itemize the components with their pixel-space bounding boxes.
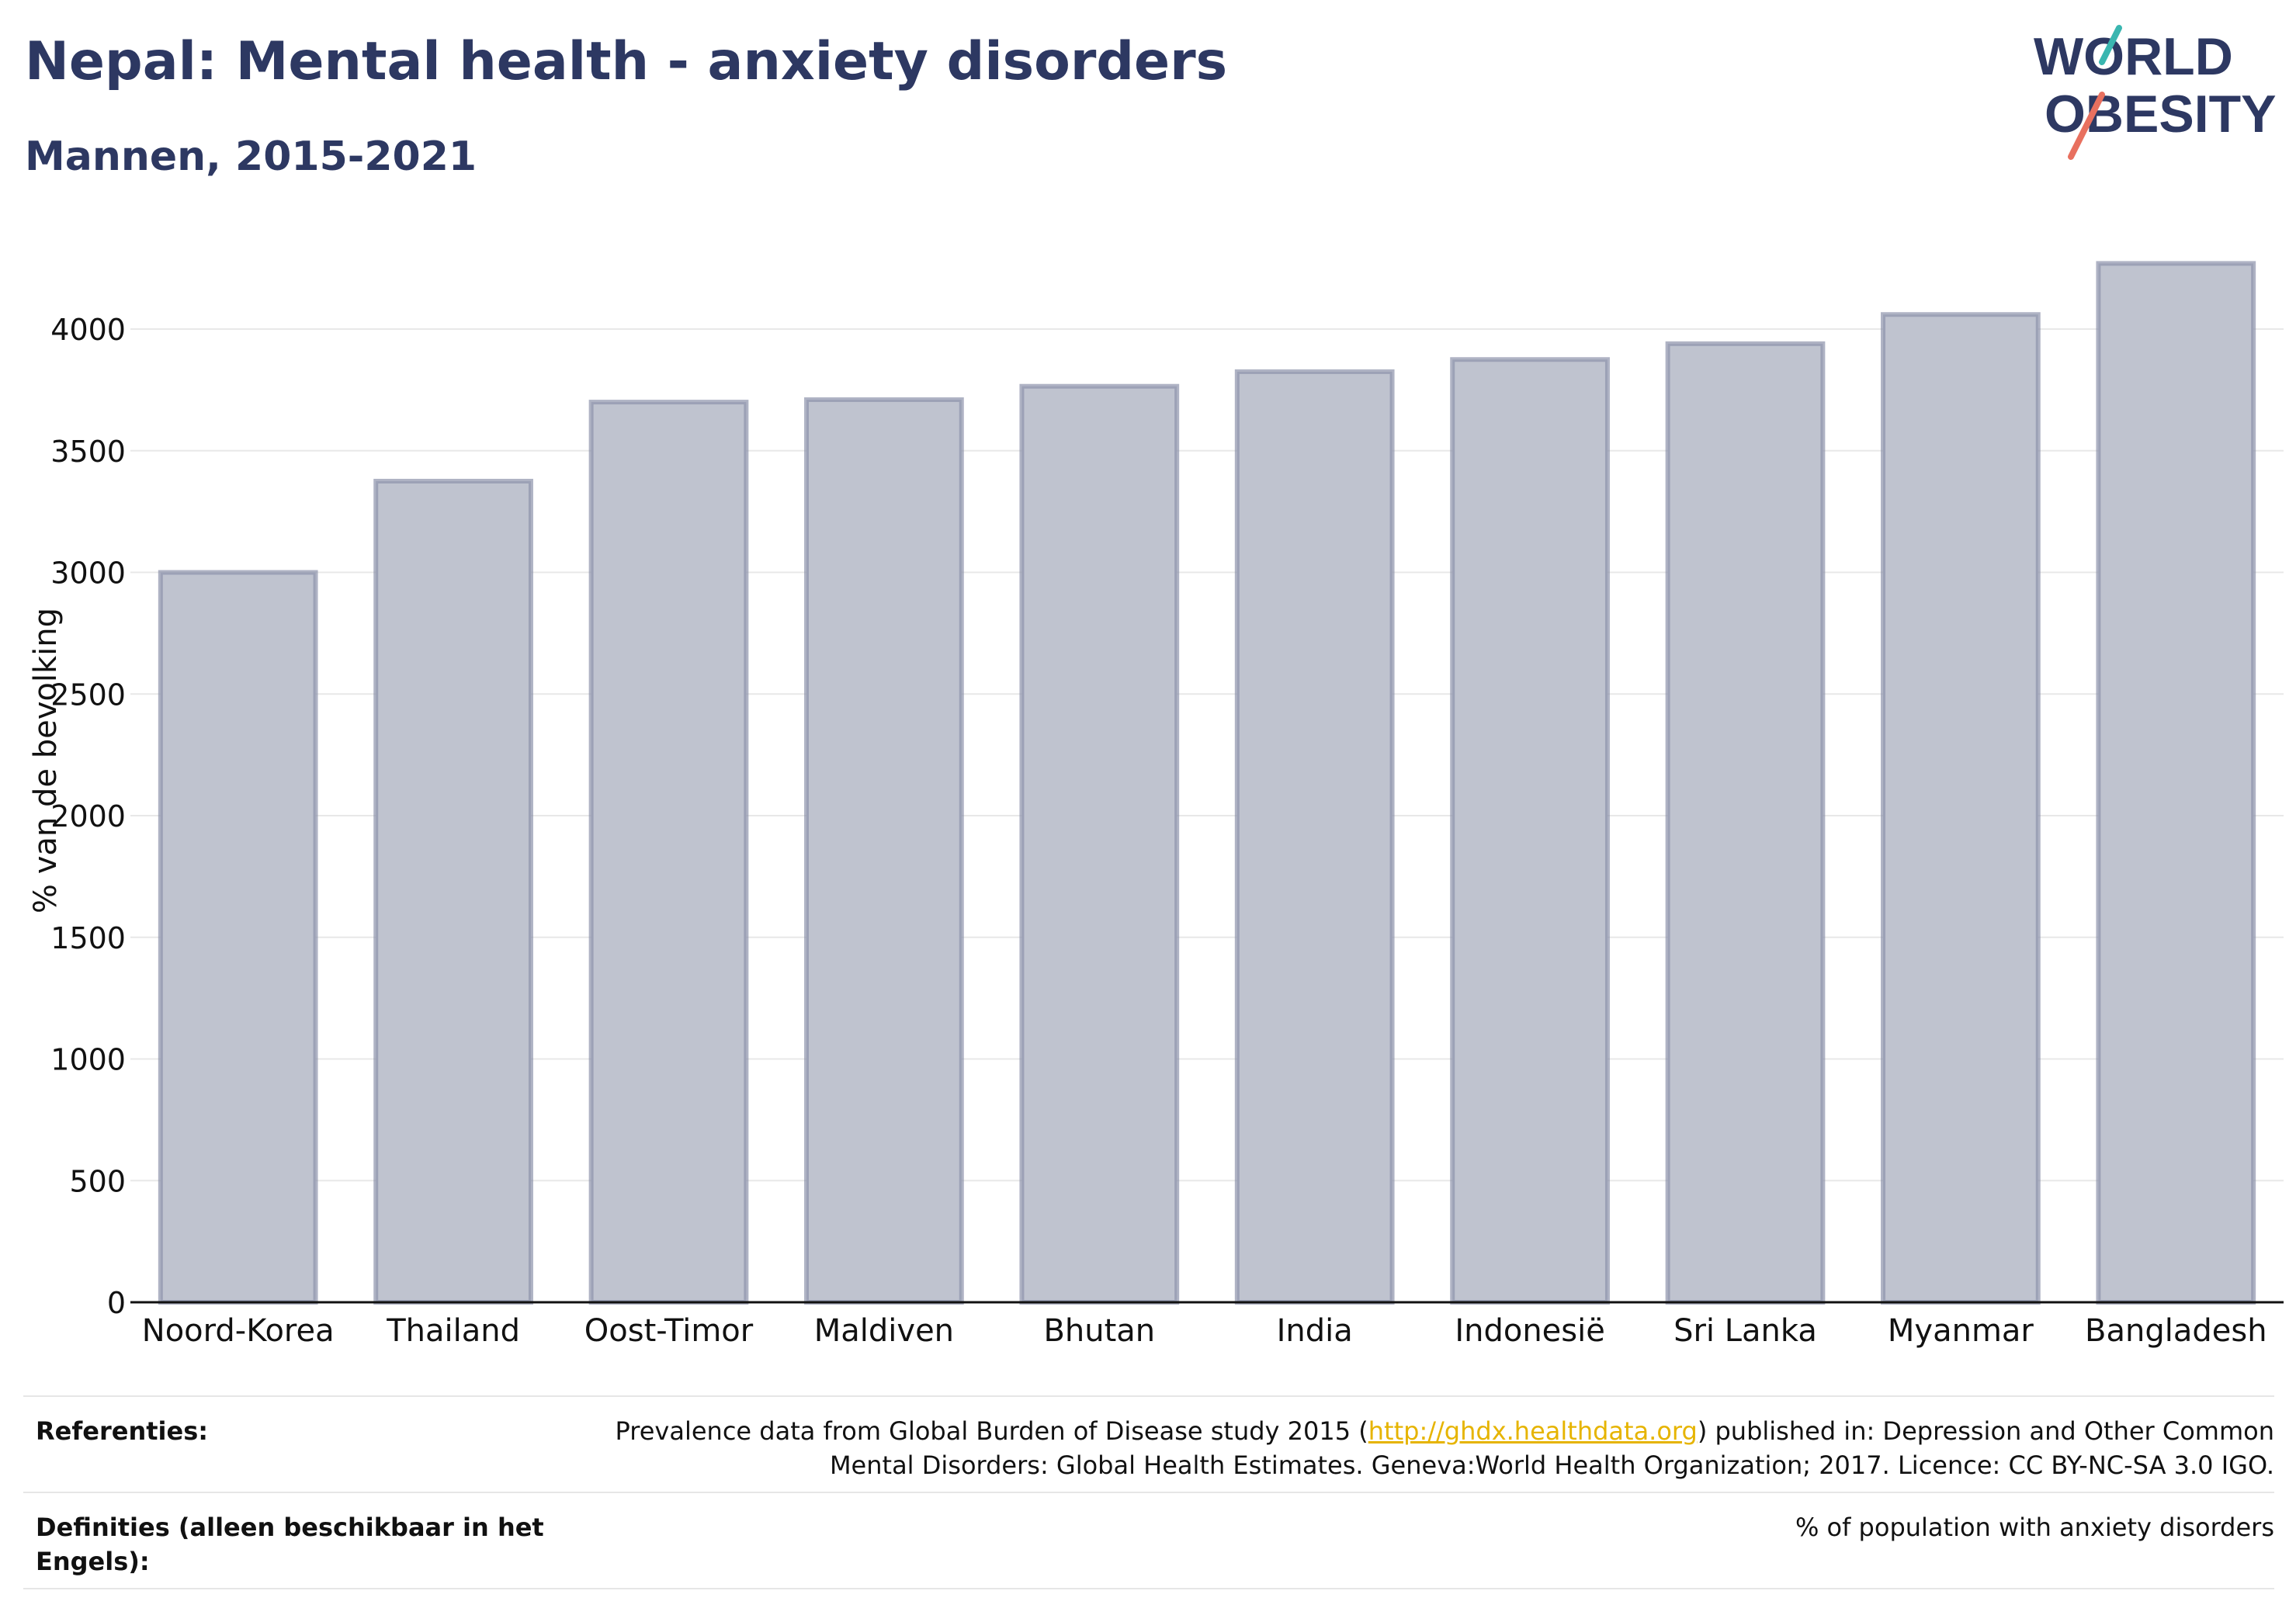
bar-sri-lanka [1665, 341, 1826, 1305]
logo-slash-coral [2068, 92, 2105, 160]
bar-maldiven [804, 397, 964, 1305]
y-tick-label: 3500 [50, 435, 126, 469]
bar-chart: 0 500 1000 1500 2000 2500 3000 3500 4000 Noord-K… [28, 261, 2284, 1349]
y-tick-labels: 0 500 1000 1500 2000 2500 3000 3500 4000 [50, 313, 126, 1320]
x-tick-label: Noord-Korea [142, 1313, 335, 1349]
bars [158, 261, 2256, 1305]
definitions-label: Definities (alleen beschikbaar in het En… [36, 1510, 548, 1579]
y-tick-label: 2500 [50, 678, 126, 712]
x-tick-label: Myanmar [1888, 1313, 2034, 1349]
references-row: Referenties: Prevalence data from Global… [23, 1414, 2274, 1485]
x-tick-label: India [1277, 1313, 1353, 1349]
bar-myanmar [1881, 312, 2041, 1305]
references-label: Referenties: [36, 1416, 209, 1446]
world-obesity-logo: WORLD OBESITY [2034, 25, 2277, 160]
references-text-before: Prevalence data from Global Burden of Di… [615, 1416, 1368, 1446]
bar-thailand [373, 478, 533, 1305]
y-axis-label: % van de bevolking [28, 608, 64, 913]
definitions-label-line2: Engels): [36, 1547, 150, 1576]
chart-subtitle: Mannen, 2015-2021 [25, 133, 477, 180]
bar-bangladesh [2096, 261, 2256, 1305]
x-tick-label: Maldiven [814, 1313, 954, 1349]
x-tick-label: Bhutan [1043, 1313, 1155, 1349]
definitions-label-line1: Definities (alleen beschikbaar in het [36, 1513, 544, 1542]
y-tick-label: 1500 [50, 921, 126, 955]
definitions-bottom-divider [23, 1588, 2274, 1589]
y-tick-label: 4000 [50, 313, 126, 347]
y-tick-label: 0 [107, 1286, 126, 1320]
bar-india [1234, 369, 1395, 1305]
definitions-top-divider [23, 1492, 2274, 1493]
references-line2: Mental Disorders: Global Health Estimate… [829, 1450, 2274, 1480]
bar-indonesi- [1450, 357, 1610, 1305]
logo-line1: WORLD [2034, 27, 2233, 86]
bar-noord-korea [158, 570, 318, 1305]
x-tick-label: Thailand [386, 1313, 520, 1349]
logo-slash-teal [2099, 25, 2122, 65]
bar-bhutan [1019, 383, 1180, 1305]
definitions-text: % of population with anxiety disorders [1795, 1513, 2274, 1542]
y-tick-label: 2000 [50, 799, 126, 834]
x-tick-label: Bangladesh [2085, 1313, 2267, 1349]
y-tick-label: 500 [69, 1164, 126, 1198]
definitions-row: Definities (alleen beschikbaar in het En… [23, 1510, 2274, 1582]
x-tick-label: Sri Lanka [1673, 1313, 1817, 1349]
y-tick-label: 3000 [50, 556, 126, 591]
references-link[interactable]: http://ghdx.healthdata.org [1368, 1416, 1698, 1446]
bar-oost-timor [588, 400, 749, 1305]
references-top-divider [23, 1395, 2274, 1397]
y-tick-label: 1000 [50, 1043, 126, 1077]
references-text: Prevalence data from Global Burden of Di… [567, 1414, 2274, 1482]
x-tick-label: Indonesië [1455, 1313, 1605, 1349]
chart-title: Nepal: Mental health - anxiety disorders [25, 31, 1228, 92]
x-tick-labels: Noord-Korea Thailand Oost-Timor Maldiven Bhu… [142, 1313, 2267, 1349]
references-text-after: ) published in: Depression and Other Com… [1697, 1416, 2274, 1446]
x-tick-label: Oost-Timor [584, 1313, 754, 1349]
